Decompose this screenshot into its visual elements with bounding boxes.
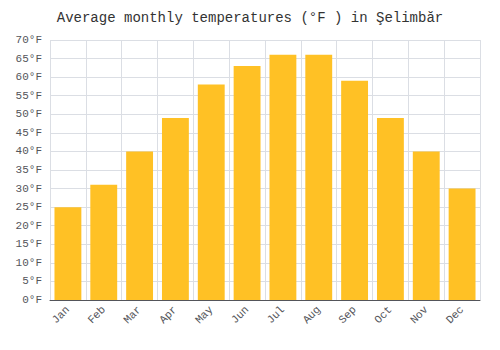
svg-text:60°F: 60°F — [16, 71, 42, 83]
svg-text:Jul: Jul — [265, 304, 287, 326]
svg-text:30°F: 30°F — [16, 183, 42, 195]
svg-text:65°F: 65°F — [16, 53, 42, 65]
svg-text:35°F: 35°F — [16, 164, 42, 176]
svg-text:20°F: 20°F — [16, 220, 42, 232]
svg-text:Jun: Jun — [229, 304, 251, 326]
svg-text:5°F: 5°F — [22, 275, 42, 287]
svg-text:May: May — [193, 303, 216, 326]
svg-text:Jan: Jan — [50, 304, 72, 326]
svg-text:10°F: 10°F — [16, 257, 42, 269]
svg-text:Oct: Oct — [372, 304, 394, 326]
svg-text:25°F: 25°F — [16, 201, 42, 213]
svg-text:70°F: 70°F — [16, 34, 42, 46]
svg-text:40°F: 40°F — [16, 145, 42, 157]
svg-text:45°F: 45°F — [16, 127, 42, 139]
svg-text:Average monthly temperatures (: Average monthly temperatures (°F ) in Şe… — [57, 10, 443, 26]
svg-text:15°F: 15°F — [16, 238, 42, 250]
svg-text:55°F: 55°F — [16, 90, 42, 102]
svg-text:Feb: Feb — [86, 304, 108, 326]
svg-text:Mar: Mar — [121, 304, 143, 326]
svg-text:0°F: 0°F — [22, 294, 42, 306]
svg-text:50°F: 50°F — [16, 108, 42, 120]
svg-text:Dec: Dec — [444, 304, 466, 326]
svg-text:Aug: Aug — [301, 304, 323, 326]
svg-text:Sep: Sep — [336, 304, 358, 326]
svg-text:Apr: Apr — [157, 304, 179, 326]
svg-text:Nov: Nov — [408, 303, 431, 326]
